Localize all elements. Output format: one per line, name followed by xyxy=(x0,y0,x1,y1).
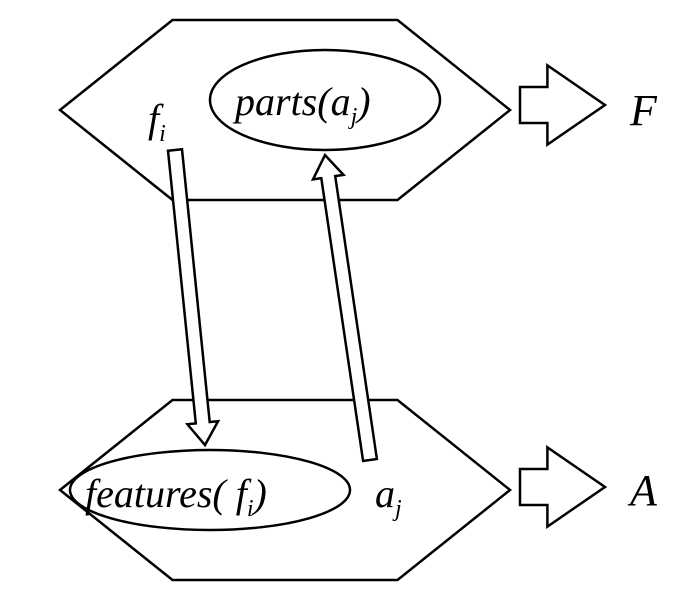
arrow_A xyxy=(520,447,605,526)
label-A: A xyxy=(630,465,657,516)
label-features_fi: features( fi) xyxy=(85,470,267,523)
arrow_F xyxy=(520,65,605,144)
label-a_j: aj xyxy=(375,470,402,523)
label-parts_aj: parts(aj) xyxy=(235,78,371,131)
label-f_i: fi xyxy=(148,95,166,148)
label-F: F xyxy=(630,85,657,136)
